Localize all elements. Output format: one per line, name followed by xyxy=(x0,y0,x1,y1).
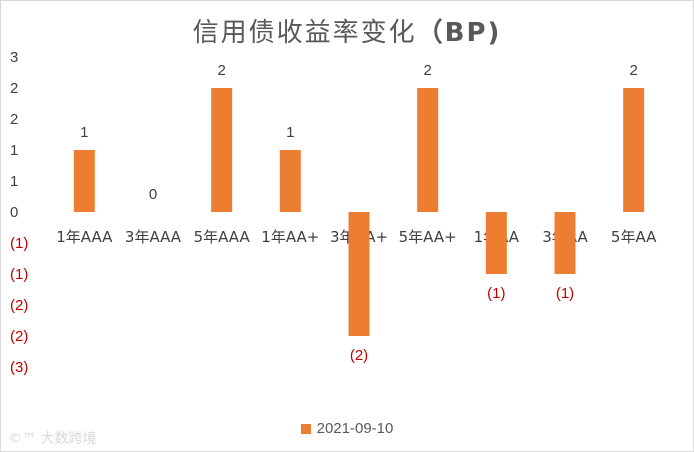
legend-label: 2021-09-10 xyxy=(316,420,394,437)
bar xyxy=(348,212,370,336)
y-tick-label: 2 xyxy=(10,111,18,128)
data-label: 2 xyxy=(629,62,637,79)
bar xyxy=(417,88,439,212)
bar xyxy=(73,150,95,212)
y-tick-label: (1) xyxy=(10,235,28,252)
chart-title: 信用债收益率变化（BP) xyxy=(0,12,694,49)
data-label: 2 xyxy=(423,62,431,79)
data-label: 0 xyxy=(149,186,157,203)
x-category-label: 1年AAA xyxy=(56,228,113,246)
x-category-label: 5年AA xyxy=(611,228,657,246)
bar xyxy=(623,88,645,212)
x-category-label: 1年AA+ xyxy=(261,228,319,246)
legend-swatch xyxy=(300,423,311,434)
y-tick-label: 1 xyxy=(10,173,18,190)
legend: 2021-09-10 xyxy=(0,420,694,437)
bar xyxy=(554,212,576,274)
data-label: 1 xyxy=(286,124,294,141)
watermark: ©™ 大数跨境 xyxy=(8,431,97,447)
data-label: 2 xyxy=(217,62,225,79)
x-category-label: 3年AAA xyxy=(125,228,182,246)
bar xyxy=(485,212,507,274)
y-tick-label: 2 xyxy=(10,80,18,97)
y-tick-label: 1 xyxy=(10,142,18,159)
y-tick-label: (2) xyxy=(10,328,28,345)
y-tick-label: 3 xyxy=(10,49,18,66)
x-category-label: 5年AA+ xyxy=(399,228,457,246)
chart-title-unit: （BP) xyxy=(416,18,502,48)
bar xyxy=(279,150,301,212)
data-label: 1 xyxy=(80,124,88,141)
chart-title-text: 信用债收益率变化 xyxy=(192,18,417,48)
data-label: (1) xyxy=(487,285,505,302)
bar xyxy=(211,88,233,212)
y-tick-label: 0 xyxy=(10,204,18,221)
data-label: (1) xyxy=(556,285,574,302)
data-label: (2) xyxy=(350,347,368,364)
y-tick-label: (2) xyxy=(10,297,28,314)
x-category-label: 5年AAA xyxy=(194,228,251,246)
y-tick-label: (1) xyxy=(10,266,28,283)
y-tick-label: (3) xyxy=(10,359,28,376)
